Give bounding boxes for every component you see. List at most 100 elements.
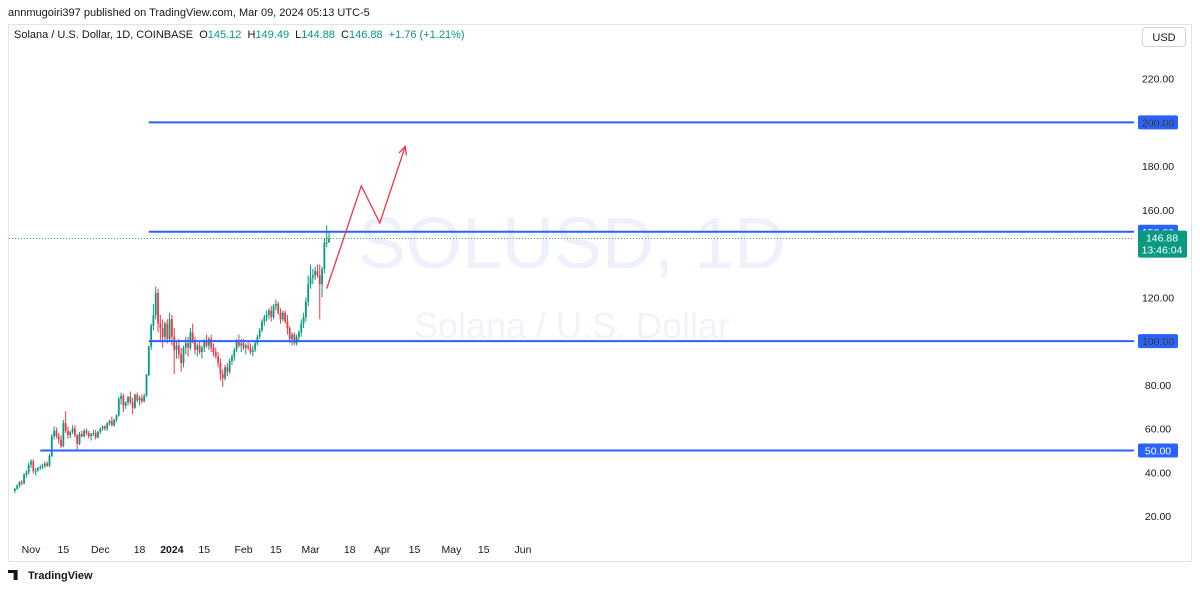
candle-body: [284, 312, 286, 322]
candle-body: [304, 301, 307, 318]
candle: [196, 343, 199, 357]
candle-body: [30, 461, 32, 465]
candle: [210, 334, 213, 353]
candle-body: [293, 334, 296, 344]
candle-body: [80, 434, 83, 437]
y-tick-label-5: 120.00: [1142, 292, 1174, 304]
candle: [228, 358, 231, 374]
low-value: 144.88: [301, 29, 335, 41]
candle-body: [240, 343, 243, 346]
candle: [221, 369, 224, 388]
candle-body: [161, 328, 164, 337]
candles-layer: [13, 225, 330, 494]
candle-body: [134, 394, 136, 408]
close-value: 146.88: [348, 29, 383, 41]
candle-body: [291, 334, 293, 339]
x-tick-label-3: 18: [134, 544, 146, 556]
candle-body: [184, 343, 187, 348]
y-tick-label-7: 80.00: [1145, 380, 1171, 392]
x-tick-label-8: Mar: [301, 544, 320, 556]
candle: [25, 470, 28, 478]
candle: [23, 473, 25, 485]
countdown-value: 13:46:04: [1142, 245, 1183, 257]
candle: [127, 395, 129, 406]
candle-body: [175, 345, 178, 350]
candle: [39, 464, 42, 471]
candle-body: [27, 464, 30, 473]
candle: [90, 433, 92, 441]
projection-layer[interactable]: [326, 145, 408, 289]
candle-body: [120, 395, 122, 400]
candle: [16, 484, 19, 490]
candle: [307, 275, 310, 307]
candle-body: [274, 303, 277, 307]
candle: [145, 373, 148, 397]
candle-body: [328, 238, 330, 243]
candle: [309, 264, 312, 289]
candle: [325, 225, 328, 248]
candle: [191, 323, 194, 344]
candle: [48, 453, 51, 467]
candle-body: [261, 321, 263, 331]
candle: [311, 268, 314, 285]
y-tick-label-6: 100.00: [1142, 336, 1174, 348]
candle-body: [39, 466, 42, 468]
x-tick-label-13: 15: [478, 544, 490, 556]
candle: [104, 425, 106, 431]
tradingview-logo-mark: [8, 570, 18, 580]
candle: [67, 426, 69, 439]
tradingview-brand: TradingView: [28, 570, 93, 582]
candle: [277, 301, 280, 315]
candle-body: [194, 341, 196, 350]
candle-body: [85, 430, 88, 433]
candle: [154, 286, 157, 320]
candle-body: [46, 463, 49, 466]
open-label: O: [199, 29, 208, 41]
candle: [256, 334, 259, 346]
candle-body: [263, 317, 266, 322]
candle: [124, 401, 127, 409]
candle: [318, 264, 321, 320]
x-tick-label-1: 15: [57, 544, 69, 556]
candle-body: [62, 423, 65, 447]
y-tick-label-0: 220.00: [1142, 74, 1174, 86]
candle-body: [87, 433, 90, 437]
candle: [254, 341, 256, 353]
chart-frame: [8, 24, 1192, 562]
candle: [177, 338, 180, 359]
candle-body: [90, 434, 92, 437]
candle: [92, 429, 95, 437]
candle: [34, 468, 37, 476]
candle-body: [13, 488, 16, 491]
candle: [231, 354, 233, 366]
candle-body: [205, 341, 208, 346]
candle-body: [37, 468, 39, 471]
candle: [300, 319, 303, 337]
candle: [32, 459, 35, 474]
level-price-tag: [1138, 115, 1178, 130]
level-price-tag-text: 50.00: [1145, 446, 1171, 458]
candle: [198, 341, 201, 355]
candle: [189, 328, 192, 350]
candle-body: [127, 396, 129, 403]
candle-body: [265, 314, 268, 318]
candle-body: [277, 303, 280, 313]
candle: [233, 347, 236, 361]
candle-body: [318, 275, 321, 285]
candle-body: [212, 347, 215, 353]
candle-body: [244, 345, 247, 348]
symbol-title: Solana / U.S. Dollar, 1D, COINBASE: [14, 29, 194, 41]
candle: [138, 395, 141, 406]
currency-button[interactable]: USD: [1142, 27, 1186, 47]
candle: [214, 347, 217, 359]
candle-body: [16, 485, 19, 489]
watermark-symbol: SOLUSD, 1D: [358, 204, 786, 284]
candle: [71, 425, 74, 435]
x-tick-label-5: 15: [198, 544, 210, 556]
candle-body: [136, 394, 139, 401]
candle: [323, 238, 326, 274]
candle: [108, 419, 111, 426]
